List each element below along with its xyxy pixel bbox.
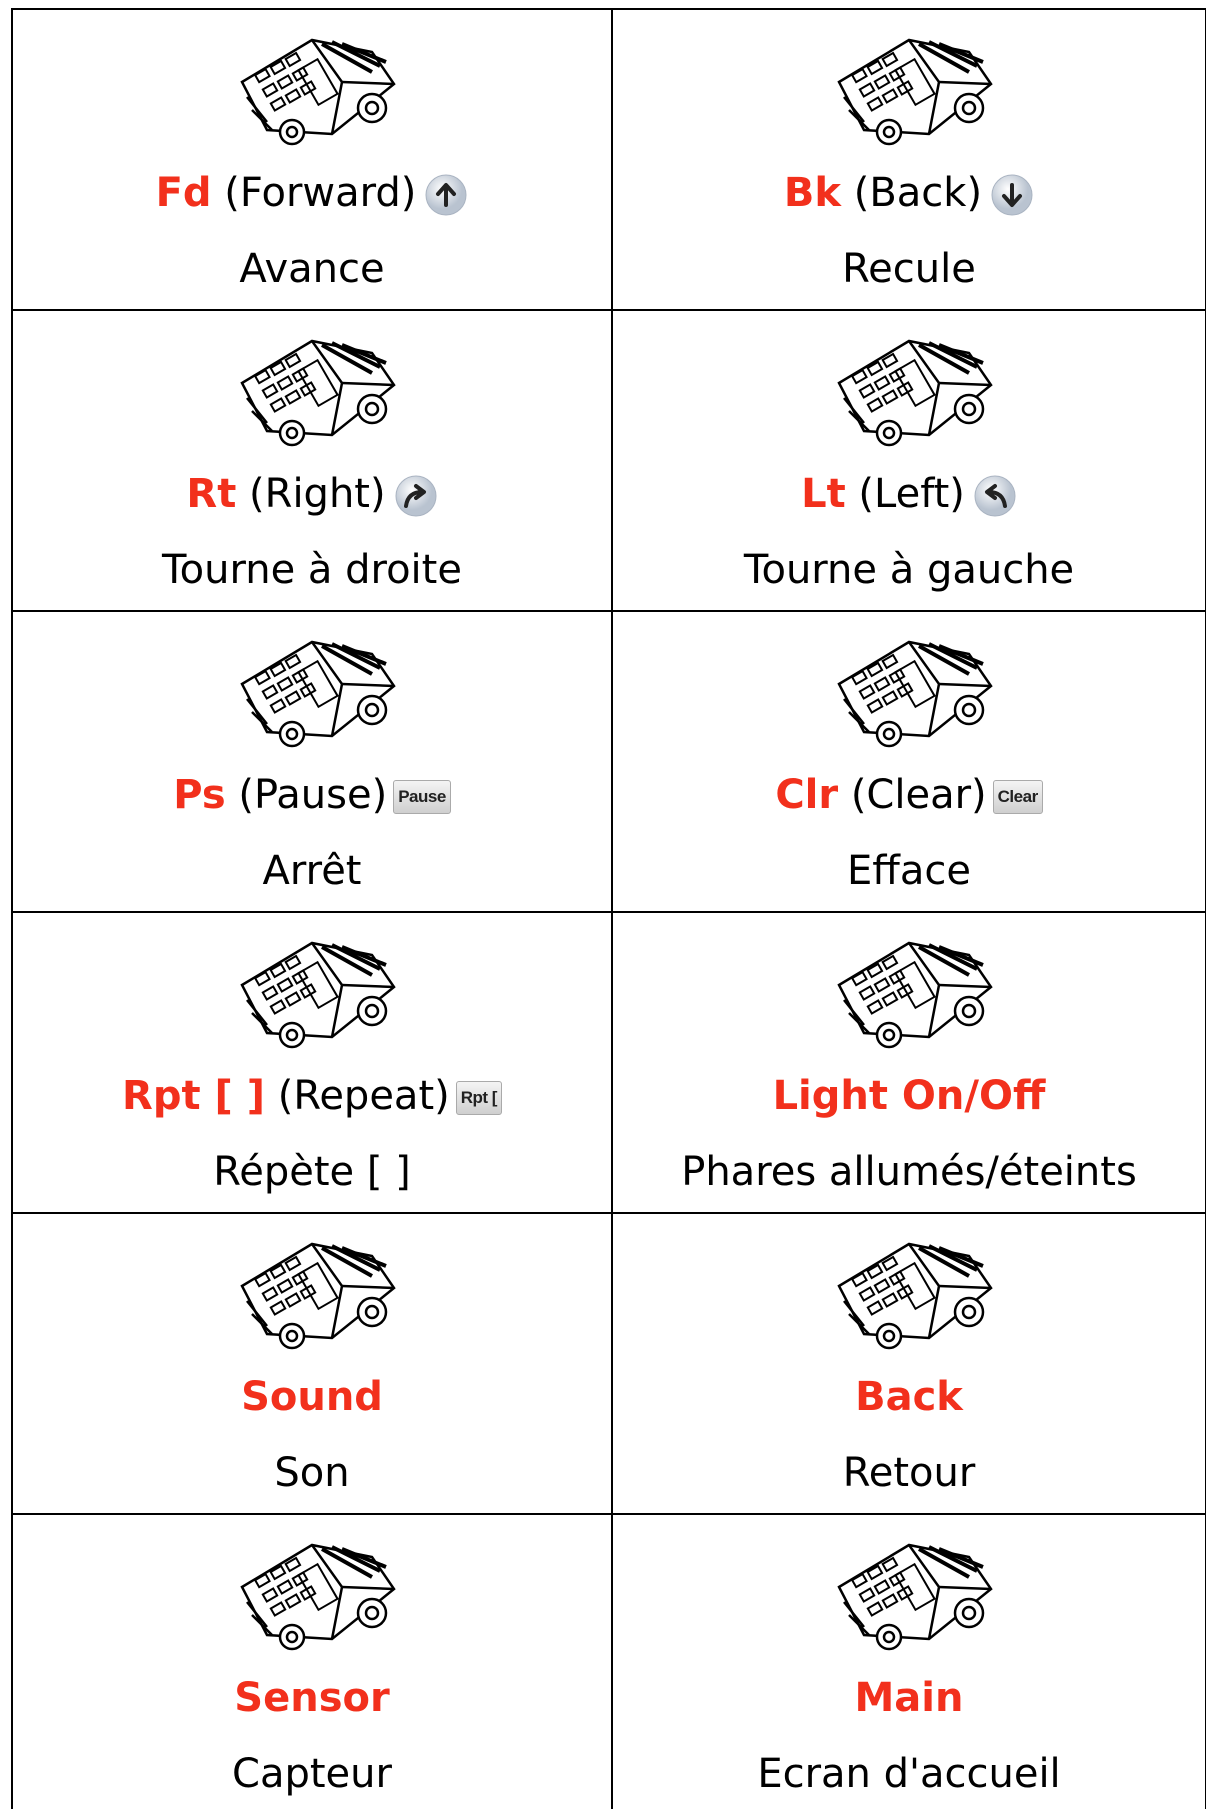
command: Lt <box>801 471 846 517</box>
robot-image <box>837 1543 993 1651</box>
button-icon: Rpt [ <box>455 1081 502 1115</box>
description: Recule <box>842 246 976 292</box>
command-name: (Forward) <box>224 170 417 216</box>
description: Ecran d'accueil <box>757 1751 1061 1797</box>
description: Son <box>274 1450 350 1496</box>
description: Capteur <box>232 1751 392 1797</box>
table-cell: Rt (Right) Tourne à droite <box>11 309 613 612</box>
command-line: Sound <box>13 1374 611 1420</box>
table-cell: Light On/Off Phares allumés/éteints <box>611 911 1206 1214</box>
button-icon: Pause <box>393 780 451 814</box>
command-name: (Right) <box>249 471 386 517</box>
command-line: Sensor <box>13 1675 611 1721</box>
description: Retour <box>842 1450 976 1496</box>
command-line: Light On/Off <box>613 1073 1205 1119</box>
description: Tourne à gauche <box>743 547 1075 593</box>
button-icon <box>991 174 1033 216</box>
command-line: Back <box>613 1374 1205 1420</box>
button-icon: Clear <box>992 780 1043 814</box>
command-name: (Back) <box>853 170 983 216</box>
command: Back <box>855 1374 963 1420</box>
command: Clr <box>775 772 839 818</box>
command: Light On/Off <box>772 1073 1046 1119</box>
command: Fd <box>155 170 212 216</box>
robot-image <box>837 640 993 748</box>
table-cell: Main Ecran d'accueil <box>611 1513 1206 1809</box>
command-line: Clr (Clear) Clear <box>613 772 1205 818</box>
button-icon <box>974 475 1016 517</box>
table-cell: Back Retour <box>611 1212 1206 1515</box>
robot-image <box>240 1543 396 1651</box>
robot-image <box>240 38 396 146</box>
table-cell: Clr (Clear) Clear Efface <box>611 610 1206 913</box>
command-line: Bk (Back) <box>613 170 1205 217</box>
description: Phares allumés/éteints <box>681 1149 1137 1195</box>
robot-image <box>240 941 396 1049</box>
table-cell: Bk (Back) Recule <box>611 8 1206 311</box>
command-name: (Repeat) <box>277 1073 450 1119</box>
command-line: Lt (Left) <box>613 471 1205 518</box>
robot-image <box>837 941 993 1049</box>
description: Arrêt <box>262 848 362 894</box>
command-name: (Pause) <box>238 772 388 818</box>
command-name: (Clear) <box>850 772 987 818</box>
table-cell: Fd (Forward) Avance <box>11 8 613 311</box>
robot-image <box>837 38 993 146</box>
command: Ps <box>173 772 226 818</box>
robot-image <box>837 1242 993 1350</box>
command-line: Ps (Pause) Pause <box>13 772 611 818</box>
table-cell: Lt (Left) Tourne à gauche <box>611 309 1206 612</box>
command: Main <box>854 1675 964 1721</box>
command: Rt <box>186 471 237 517</box>
command-line: Rpt [ ] (Repeat) Rpt [ <box>13 1073 611 1119</box>
command: Sound <box>241 1374 383 1420</box>
robot-image <box>837 339 993 447</box>
command: Rpt [ ] <box>122 1073 265 1119</box>
table-cell: Sound Son <box>11 1212 613 1515</box>
command-line: Fd (Forward) <box>13 170 611 217</box>
robot-image <box>240 640 396 748</box>
robot-image <box>240 339 396 447</box>
table-cell: Rpt [ ] (Repeat) Rpt [ Répète [ ] <box>11 911 613 1214</box>
description: Avance <box>239 246 385 292</box>
description: Répète [ ] <box>213 1149 411 1195</box>
button-icon <box>425 174 467 216</box>
command: Sensor <box>234 1675 390 1721</box>
button-icon <box>395 475 437 517</box>
description: Tourne à droite <box>162 547 462 593</box>
command: Bk <box>783 170 842 216</box>
table-cell: Ps (Pause) Pause Arrêt <box>11 610 613 913</box>
command-name: (Left) <box>858 471 965 517</box>
command-line: Main <box>613 1675 1205 1721</box>
description: Efface <box>847 848 971 894</box>
robot-image <box>240 1242 396 1350</box>
command-line: Rt (Right) <box>13 471 611 518</box>
table-cell: Sensor Capteur <box>11 1513 613 1809</box>
